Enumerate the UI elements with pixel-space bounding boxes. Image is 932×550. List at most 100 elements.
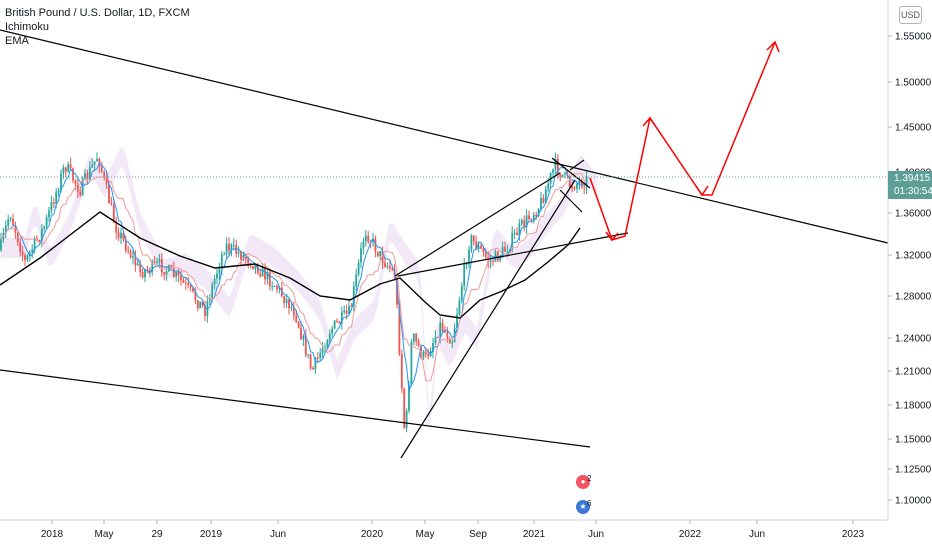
price-tick-label: 1.36000 [895, 209, 932, 220]
candle-body [520, 220, 523, 224]
candle-body [537, 208, 540, 217]
indicator-ichimoku[interactable]: Ichimoku [5, 21, 50, 33]
candle-body [271, 286, 274, 288]
event-count-2: 6 [587, 499, 592, 508]
candle-body [290, 307, 293, 309]
candle-body [264, 267, 266, 280]
candle-body [172, 268, 175, 277]
candle-body [374, 238, 377, 252]
candle-body [112, 204, 115, 223]
price-tick-label: 1.45000 [895, 123, 932, 134]
candle-body [343, 310, 346, 313]
candle-body [26, 255, 29, 261]
price-tick-label: 1.10000 [895, 496, 932, 507]
candle-body [141, 271, 144, 278]
candle-body [117, 232, 120, 239]
time-tick-label: 2020 [361, 529, 384, 540]
candle-body [254, 263, 257, 269]
candle-body [158, 259, 161, 263]
candle-body [120, 232, 122, 239]
candle-body [129, 251, 132, 258]
time-tick-label: 2023 [842, 529, 865, 540]
candle-body [556, 158, 559, 175]
triangle-apex-line [569, 159, 585, 171]
time-tick-label: May [416, 529, 435, 540]
candle-body [132, 256, 134, 258]
candle-body [151, 261, 154, 273]
candle-body [163, 272, 166, 275]
candle-body [52, 202, 55, 204]
candle-body [316, 357, 319, 359]
currency-button[interactable]: USD [899, 6, 922, 24]
price-tick-label: 1.12500 [895, 465, 932, 476]
candle-body [192, 287, 194, 291]
candle-body [244, 255, 247, 259]
symbol-title[interactable]: British Pound / U.S. Dollar, 1D, FXCM [5, 7, 190, 19]
candle-body [386, 265, 389, 267]
candle-body [405, 410, 408, 428]
us-flag-icon[interactable]: ★ [576, 500, 590, 514]
rising-wedge-lower-line [400, 179, 576, 459]
candle-body [259, 273, 262, 277]
candle-body [352, 286, 355, 307]
candle-body [446, 331, 449, 339]
calendar-event-icon[interactable]: ● [576, 475, 590, 489]
candle-body [105, 176, 108, 185]
projection-arrows [589, 40, 780, 242]
candle-body [182, 280, 185, 283]
candle-body [424, 351, 427, 354]
candle-body [355, 274, 358, 287]
candle-body [451, 342, 454, 344]
candle-body [48, 210, 50, 218]
candle-body [74, 180, 77, 184]
rising-wedge-upper-line [394, 172, 561, 277]
candle-body [396, 277, 398, 305]
candle-body [19, 242, 22, 252]
candle-body [307, 354, 310, 356]
candle-body [57, 190, 60, 192]
candle-body [189, 284, 192, 288]
candle-body [441, 322, 444, 332]
candle-body [60, 173, 62, 191]
candle-body [199, 301, 202, 309]
candle-body [93, 161, 96, 165]
candle-body [544, 189, 547, 203]
time-tick-label: Jun [588, 529, 604, 540]
candle-body [288, 299, 290, 309]
candle-body [228, 243, 230, 251]
candle-body [333, 320, 336, 329]
candle-body [24, 255, 26, 261]
candle-body [444, 331, 446, 333]
candle-body [268, 272, 271, 287]
candle-body [552, 169, 554, 173]
candle-body [69, 164, 72, 169]
candle-body [50, 202, 53, 211]
ichimoku-cloud [1, 146, 597, 432]
candle-body [213, 278, 216, 285]
candle-body [31, 249, 34, 253]
last-price-value: 1.39415 [894, 173, 931, 184]
projection-path [589, 41, 776, 241]
candle-body [252, 265, 254, 269]
projection-arrowhead [766, 40, 780, 53]
candle-body [436, 336, 439, 338]
candle-body [379, 251, 382, 256]
candle-body [561, 174, 564, 177]
candle-body [400, 353, 403, 389]
candle-body [40, 228, 43, 242]
indicator-ema[interactable]: EMA [5, 35, 29, 47]
candle-body [338, 321, 341, 324]
candle-body [475, 241, 478, 250]
time-tick-label: 2019 [200, 529, 223, 540]
candle-body [309, 354, 312, 368]
candle-body [43, 226, 46, 229]
candle-body [439, 322, 442, 338]
candle-body [535, 214, 538, 217]
projection-arrowhead [695, 185, 709, 197]
candle-body [218, 268, 221, 274]
candle-body [67, 164, 70, 172]
candle-body [564, 172, 566, 175]
candle-body [300, 327, 302, 340]
candle-body [568, 176, 571, 187]
